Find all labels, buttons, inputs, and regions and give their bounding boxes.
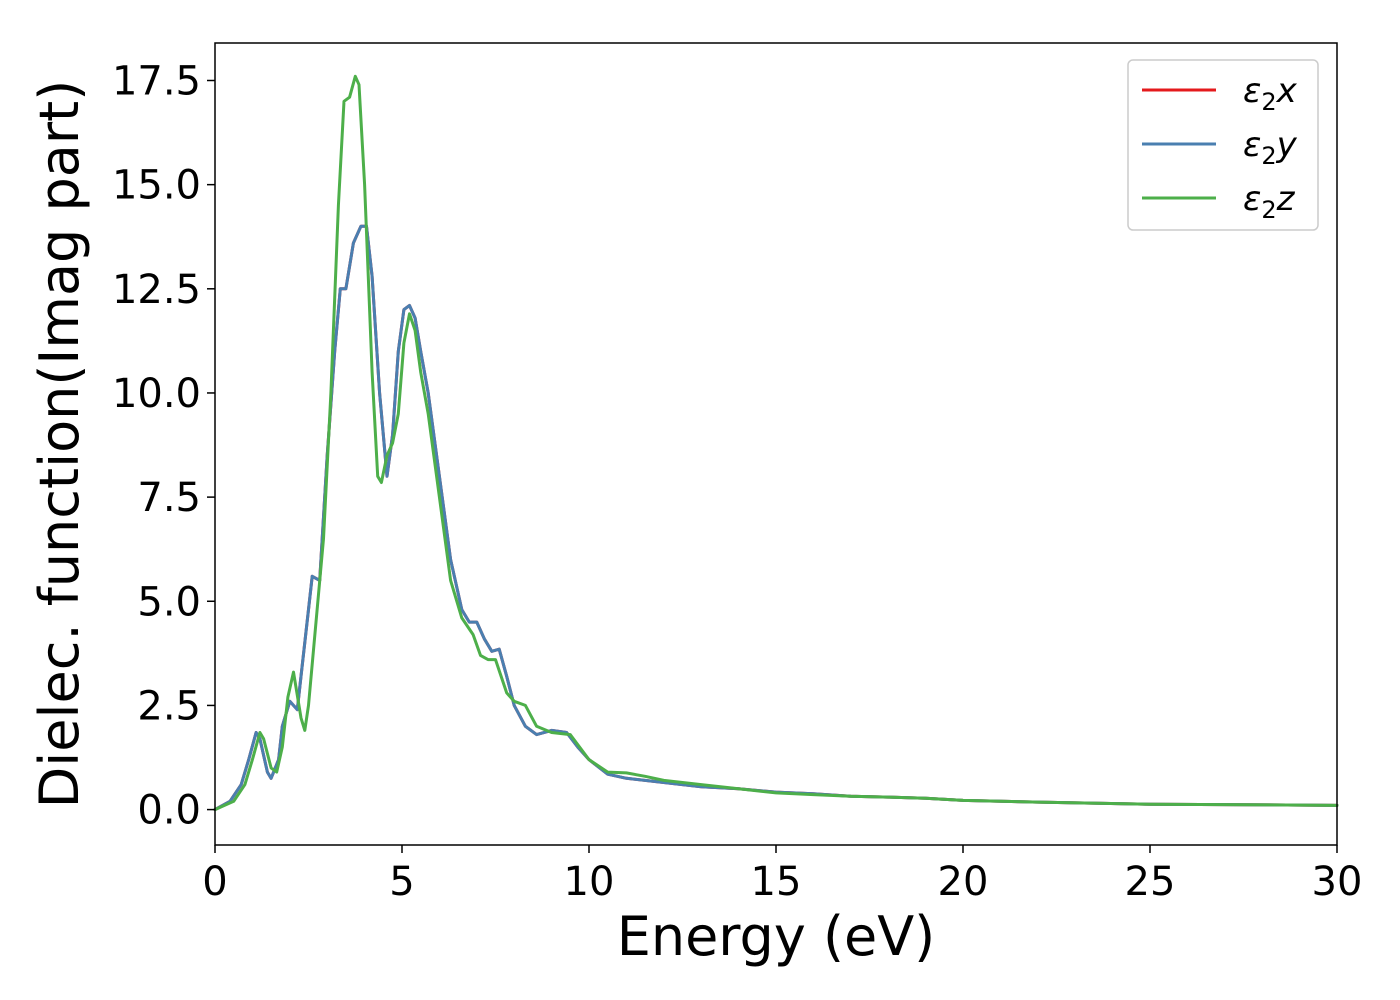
x-axis-title: Energy (eV) <box>617 905 936 968</box>
legend-label-z: ε2z <box>1243 179 1296 224</box>
x-tick-label: 25 <box>1125 859 1176 905</box>
x-tick-label: 30 <box>1312 859 1363 905</box>
legend-label-y: ε2y <box>1243 125 1298 170</box>
y-axis-ticks: 0.0 2.5 5.0 7.5 10.0 12.5 15.0 17.5 <box>112 58 215 834</box>
x-tick-label: 10 <box>564 859 615 905</box>
y-tick-label: 10.0 <box>112 371 201 417</box>
series-line-x <box>213 224 1339 812</box>
y-tick-label: 17.5 <box>112 58 201 104</box>
plot-lines <box>213 74 1339 812</box>
y-tick-label: 12.5 <box>112 267 201 313</box>
x-tick-label: 15 <box>751 859 802 905</box>
y-tick-label: 7.5 <box>137 475 201 521</box>
x-axis-ticks: 0 5 10 15 20 25 30 <box>202 845 1362 905</box>
legend-label-x: ε2x <box>1243 71 1298 116</box>
series-line-z <box>213 74 1339 812</box>
y-tick-label: 15.0 <box>112 163 201 209</box>
y-axis-title: Dielec. function(Imag part) <box>28 80 91 809</box>
series-line-y <box>213 224 1339 812</box>
legend: ε2x ε2y ε2z <box>1127 59 1319 231</box>
x-tick-label: 5 <box>389 859 414 905</box>
legend-box <box>1127 59 1319 231</box>
y-tick-label: 0.0 <box>137 788 201 834</box>
y-tick-label: 2.5 <box>137 683 201 729</box>
x-tick-label: 20 <box>938 859 989 905</box>
y-tick-label: 5.0 <box>137 579 201 625</box>
x-tick-label: 0 <box>202 859 227 905</box>
